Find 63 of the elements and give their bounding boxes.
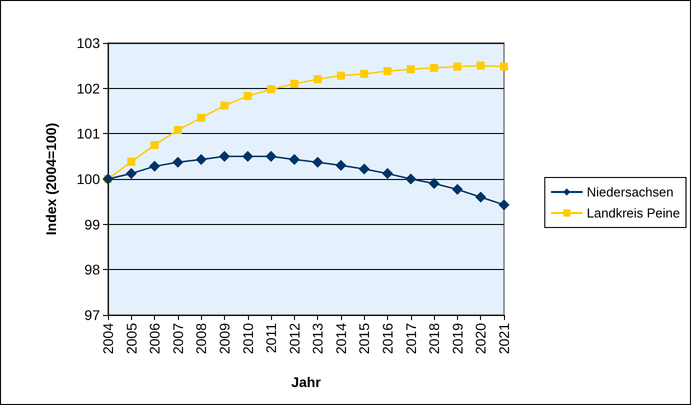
x-tick-label: 2014 [332, 322, 349, 354]
x-tick-label: 2017 [402, 322, 419, 354]
point [453, 62, 462, 71]
point [358, 164, 370, 175]
point [149, 160, 160, 172]
x-tick-label: 2009 [216, 322, 232, 354]
x-tick-label: 2010 [240, 322, 256, 354]
point [405, 174, 416, 184]
legend-label: Landkreis Peine [586, 206, 680, 220]
x-tick-label: 2008 [193, 322, 210, 354]
x-tick-label: 2012 [286, 322, 302, 354]
x-tick-label: 2019 [449, 322, 466, 354]
x-tick-label: 2016 [380, 322, 396, 354]
legend-label: Niedersachsen [586, 184, 674, 200]
point [218, 150, 230, 162]
point [500, 62, 508, 71]
point [430, 64, 438, 72]
point [126, 168, 137, 180]
point [314, 75, 322, 84]
x-tick-label: 2020 [472, 322, 489, 354]
point [290, 80, 298, 88]
point [475, 192, 486, 203]
y-axis-title: Index (2004=100) [43, 122, 59, 236]
x-tick-label: 2005 [123, 322, 140, 354]
point [244, 92, 252, 100]
x-tick-label: 2013 [310, 322, 326, 354]
x-tick-label: 2018 [426, 322, 442, 354]
y-tick-label: 101 [76, 126, 100, 142]
x-tick-label: 2004 [100, 322, 116, 354]
point [452, 184, 463, 195]
x-tick-label: 2006 [146, 322, 163, 354]
x-axis-title: Jahr [291, 374, 322, 390]
point [335, 160, 346, 171]
x-tick-label: 2007 [170, 322, 186, 354]
y-tick-label: 97 [84, 307, 100, 323]
y-tick-label: 98 [84, 262, 100, 278]
point [288, 154, 300, 166]
y-tick-label: 102 [76, 80, 100, 96]
point [312, 156, 324, 168]
point [384, 67, 392, 76]
point [242, 150, 254, 162]
point [220, 102, 228, 110]
point [382, 168, 394, 180]
point [196, 154, 207, 166]
point [267, 85, 276, 94]
point [428, 178, 440, 190]
point [476, 62, 485, 70]
y-tick-label: 103 [76, 35, 100, 51]
y-tick-label: 99 [84, 216, 100, 232]
point [150, 141, 159, 149]
x-tick-label: 2011 [263, 322, 280, 354]
point [197, 114, 206, 122]
point [406, 65, 415, 74]
x-tick-label: 2021 [496, 322, 512, 354]
point [174, 126, 182, 134]
point [336, 72, 345, 80]
y-tick-label: 100 [76, 171, 100, 187]
point [172, 156, 184, 168]
point [266, 150, 277, 162]
x-tick-label: 2015 [356, 322, 372, 354]
point [127, 158, 136, 166]
point [498, 199, 510, 210]
point [360, 70, 368, 78]
